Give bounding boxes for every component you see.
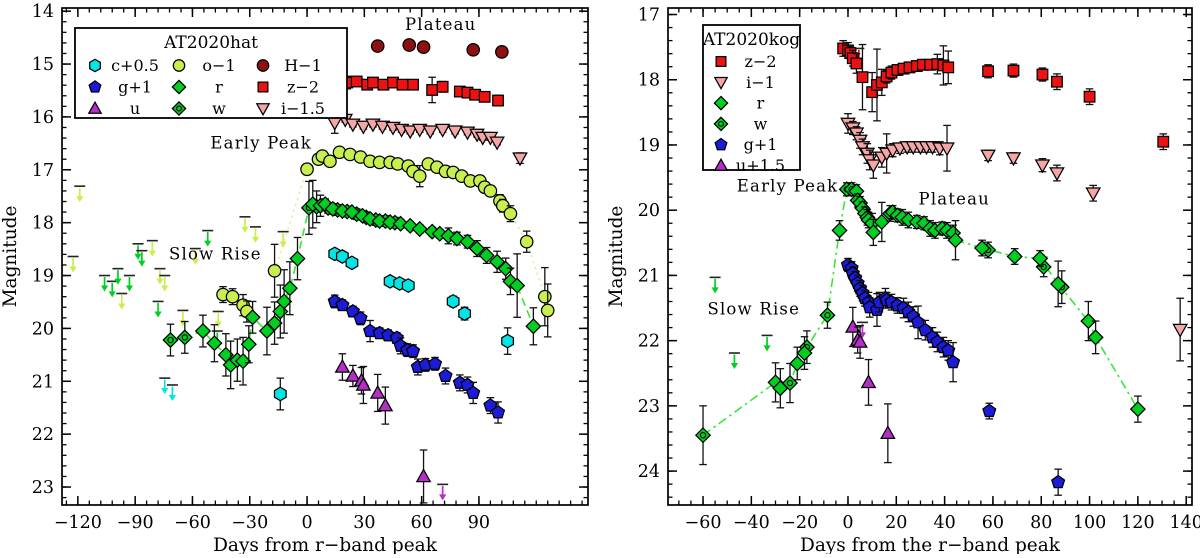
- svg-text:r: r: [215, 78, 223, 97]
- svg-text:−60: −60: [685, 513, 722, 533]
- series-lines: [702, 188, 1139, 436]
- series-r: [767, 183, 1146, 423]
- svg-text:Early Peak: Early Peak: [210, 134, 312, 153]
- svg-text:c+0.5: c+0.5: [111, 56, 159, 75]
- axes: −60 −40 −20 0 20 40 60 80 100 120 140 17 18 19 20 21 22 2…: [606, 6, 1200, 556]
- svg-text:u+1.5: u+1.5: [736, 156, 785, 175]
- svg-text:Plateau: Plateau: [405, 15, 476, 34]
- svg-text:120: 120: [1121, 513, 1154, 533]
- svg-text:z−2: z−2: [287, 78, 319, 97]
- svg-text:14: 14: [32, 2, 54, 22]
- series-i-1: [840, 113, 1188, 362]
- svg-text:Slow Rise: Slow Rise: [169, 245, 262, 264]
- svg-text:18: 18: [638, 71, 660, 91]
- svg-text:u: u: [130, 99, 140, 118]
- svg-text:0: 0: [301, 513, 312, 533]
- series-r: [194, 179, 542, 390]
- panel-AT2020kog: −60 −40 −20 0 20 40 60 80 100 120 140 17 18 19 20 21 22 2…: [606, 6, 1200, 556]
- svg-text:i−1.5: i−1.5: [281, 99, 325, 118]
- annotations: Plateau Early Peak Slow Rise: [169, 15, 476, 264]
- svg-text:−120: −120: [54, 513, 102, 533]
- svg-text:g+1: g+1: [744, 135, 778, 154]
- series-g+1: [327, 293, 506, 424]
- svg-text:Days from the r−band peak: Days from the r−band peak: [800, 535, 1061, 554]
- svg-text:AT2020hat: AT2020hat: [163, 33, 258, 53]
- legend: AT2020kog z−2 i−1 rw g+1 u+1.5: [702, 24, 801, 175]
- svg-text:w: w: [754, 114, 768, 133]
- svg-text:60: 60: [982, 513, 1004, 533]
- svg-text:17: 17: [638, 6, 660, 26]
- axes: −120 −90 −60 −30 0 30 60 90 14 15 16 17 18 19 20 21 22 23…: [0, 2, 589, 556]
- panel-AT2020hat: −120 −90 −60 −30 0 30 60 90 14 15 16 17 18 19 20 21 22 23…: [0, 2, 589, 556]
- svg-text:AT2020kog: AT2020kog: [702, 30, 800, 50]
- svg-text:20: 20: [32, 319, 54, 339]
- svg-text:90: 90: [468, 513, 490, 533]
- svg-text:−60: −60: [174, 513, 211, 533]
- svg-text:i−1: i−1: [746, 73, 775, 92]
- svg-text:Magnitude: Magnitude: [0, 206, 21, 308]
- svg-text:Slow Rise: Slow Rise: [707, 300, 800, 319]
- series-c+0.5: [273, 246, 515, 411]
- svg-text:−90: −90: [117, 513, 154, 533]
- annotations: Early Peak Plateau Slow Rise: [707, 176, 990, 319]
- svg-text:140: 140: [1169, 513, 1200, 533]
- svg-text:22: 22: [32, 425, 54, 445]
- series-u: [334, 353, 432, 504]
- svg-text:18: 18: [32, 214, 54, 234]
- svg-text:−40: −40: [733, 513, 770, 533]
- svg-text:40: 40: [933, 513, 955, 533]
- svg-text:g+1: g+1: [118, 78, 152, 97]
- series-z-2: [837, 39, 1170, 151]
- svg-text:−20: −20: [781, 513, 818, 533]
- series-H-1: [370, 38, 509, 59]
- upper-limits: [67, 185, 449, 501]
- svg-text:60: 60: [411, 513, 433, 533]
- svg-text:80: 80: [1030, 513, 1052, 533]
- svg-text:15: 15: [32, 55, 54, 75]
- svg-text:r: r: [757, 94, 765, 113]
- svg-text:30: 30: [353, 513, 375, 533]
- svg-text:z−2: z−2: [744, 52, 776, 71]
- series-u+1.5: [844, 306, 896, 464]
- svg-text:o−1: o−1: [202, 56, 235, 75]
- svg-text:20: 20: [638, 201, 660, 221]
- line-r: [170, 204, 535, 367]
- series-g+1: [840, 257, 1066, 496]
- svg-text:23: 23: [32, 478, 54, 498]
- series-i-1.5: [326, 111, 528, 167]
- svg-text:Magnitude: Magnitude: [606, 206, 627, 308]
- svg-text:Plateau: Plateau: [919, 189, 990, 208]
- svg-text:23: 23: [638, 397, 660, 417]
- svg-text:−30: −30: [231, 513, 268, 533]
- svg-text:w: w: [212, 99, 226, 118]
- svg-text:17: 17: [32, 161, 54, 181]
- svg-text:21: 21: [32, 372, 54, 392]
- svg-text:22: 22: [638, 332, 660, 352]
- svg-text:0: 0: [842, 513, 853, 533]
- svg-text:24: 24: [638, 462, 660, 482]
- series-o-1: [216, 145, 555, 338]
- svg-text:Days from r−band peak: Days from r−band peak: [213, 535, 438, 554]
- svg-text:100: 100: [1073, 513, 1106, 533]
- svg-text:H−1: H−1: [284, 56, 322, 75]
- svg-text:Early Peak: Early Peak: [737, 176, 839, 195]
- svg-text:20: 20: [885, 513, 907, 533]
- svg-text:16: 16: [32, 108, 54, 128]
- svg-text:19: 19: [638, 136, 660, 156]
- svg-text:21: 21: [638, 266, 660, 286]
- line-r: [702, 188, 1139, 436]
- svg-text:19: 19: [32, 267, 54, 287]
- series-z-2: [328, 75, 504, 107]
